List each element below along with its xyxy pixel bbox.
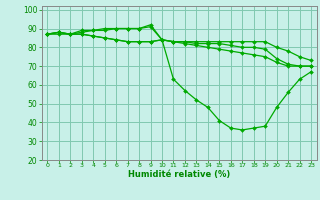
- X-axis label: Humidité relative (%): Humidité relative (%): [128, 170, 230, 179]
